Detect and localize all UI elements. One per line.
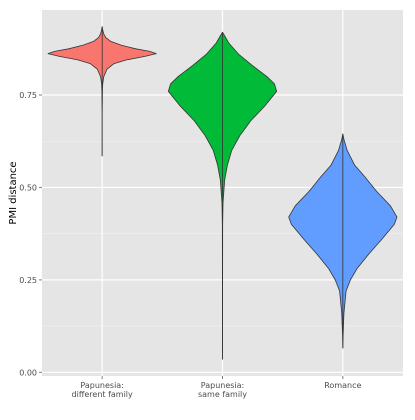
y-tick-label: 0.25 (19, 276, 37, 285)
y-tick-label: 0.00 (19, 368, 37, 377)
y-tick-label: 0.50 (19, 183, 37, 192)
y-axis-title: PMI distance (8, 161, 19, 224)
x-axis: Papunesia: different family Papunesia: same… (72, 376, 361, 399)
y-axis: 0.00 0.25 0.50 0.75 (19, 91, 42, 377)
y-tick-label: 0.75 (19, 91, 37, 100)
violin-layer (47, 26, 398, 360)
x-tick-label: Papunesia: different family (72, 381, 133, 399)
x-tick-label: Romance (324, 381, 361, 390)
x-tick-label: Papunesia: same family (198, 381, 247, 399)
